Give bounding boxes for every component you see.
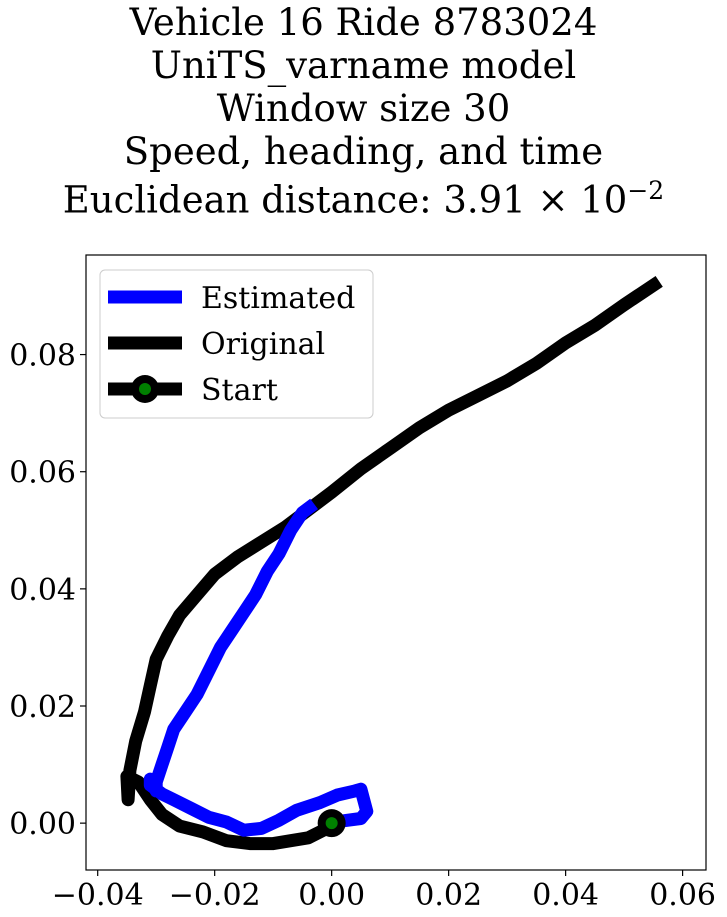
legend-label: Start (201, 373, 278, 408)
series-line-original (120, 275, 663, 851)
series-layer (120, 275, 663, 851)
x-tick-label: 0.02 (415, 878, 482, 913)
title-line-1: Vehicle 16 Ride 8783024 (129, 1, 598, 44)
legend-label: Original (201, 327, 325, 362)
title-exponent: −2 (627, 176, 665, 205)
y-tick-label: 0.04 (9, 573, 76, 608)
x-tick-label: 0.00 (298, 878, 365, 913)
title-line-3: Window size 30 (216, 87, 511, 130)
x-tick-label: 0.06 (649, 878, 716, 913)
y-tick-label: 0.08 (9, 339, 76, 374)
title-distance-text: Euclidean distance: 3.91 × 10 (62, 178, 628, 222)
x-tick-label: 0.04 (532, 878, 599, 913)
title-line-5: Euclidean distance: 3.91 × 10−2 (0, 170, 727, 221)
legend-box (99, 269, 374, 419)
legend: Estimated Original Start (99, 269, 374, 419)
y-tick-label: 0.06 (9, 456, 76, 491)
axes-layer: −0.04 −0.02 0.00 0.02 0.04 0.06 0.00 0.02 0.04 0.… (9, 254, 716, 913)
x-tick-label: −0.02 (169, 878, 261, 913)
legend-marker-inner (139, 383, 151, 395)
start-marker-inner (325, 817, 338, 830)
y-tick-label: 0.02 (9, 690, 76, 725)
legend-label: Estimated (201, 281, 355, 316)
plot-frame (85, 254, 707, 871)
title-line-4: Speed, heading, and time (123, 130, 604, 173)
x-tick-label: −0.04 (52, 878, 144, 913)
series-line-estimated (143, 498, 374, 837)
title-line-2: UniTS_varname model (150, 44, 577, 87)
y-tick-label: 0.00 (9, 807, 76, 842)
